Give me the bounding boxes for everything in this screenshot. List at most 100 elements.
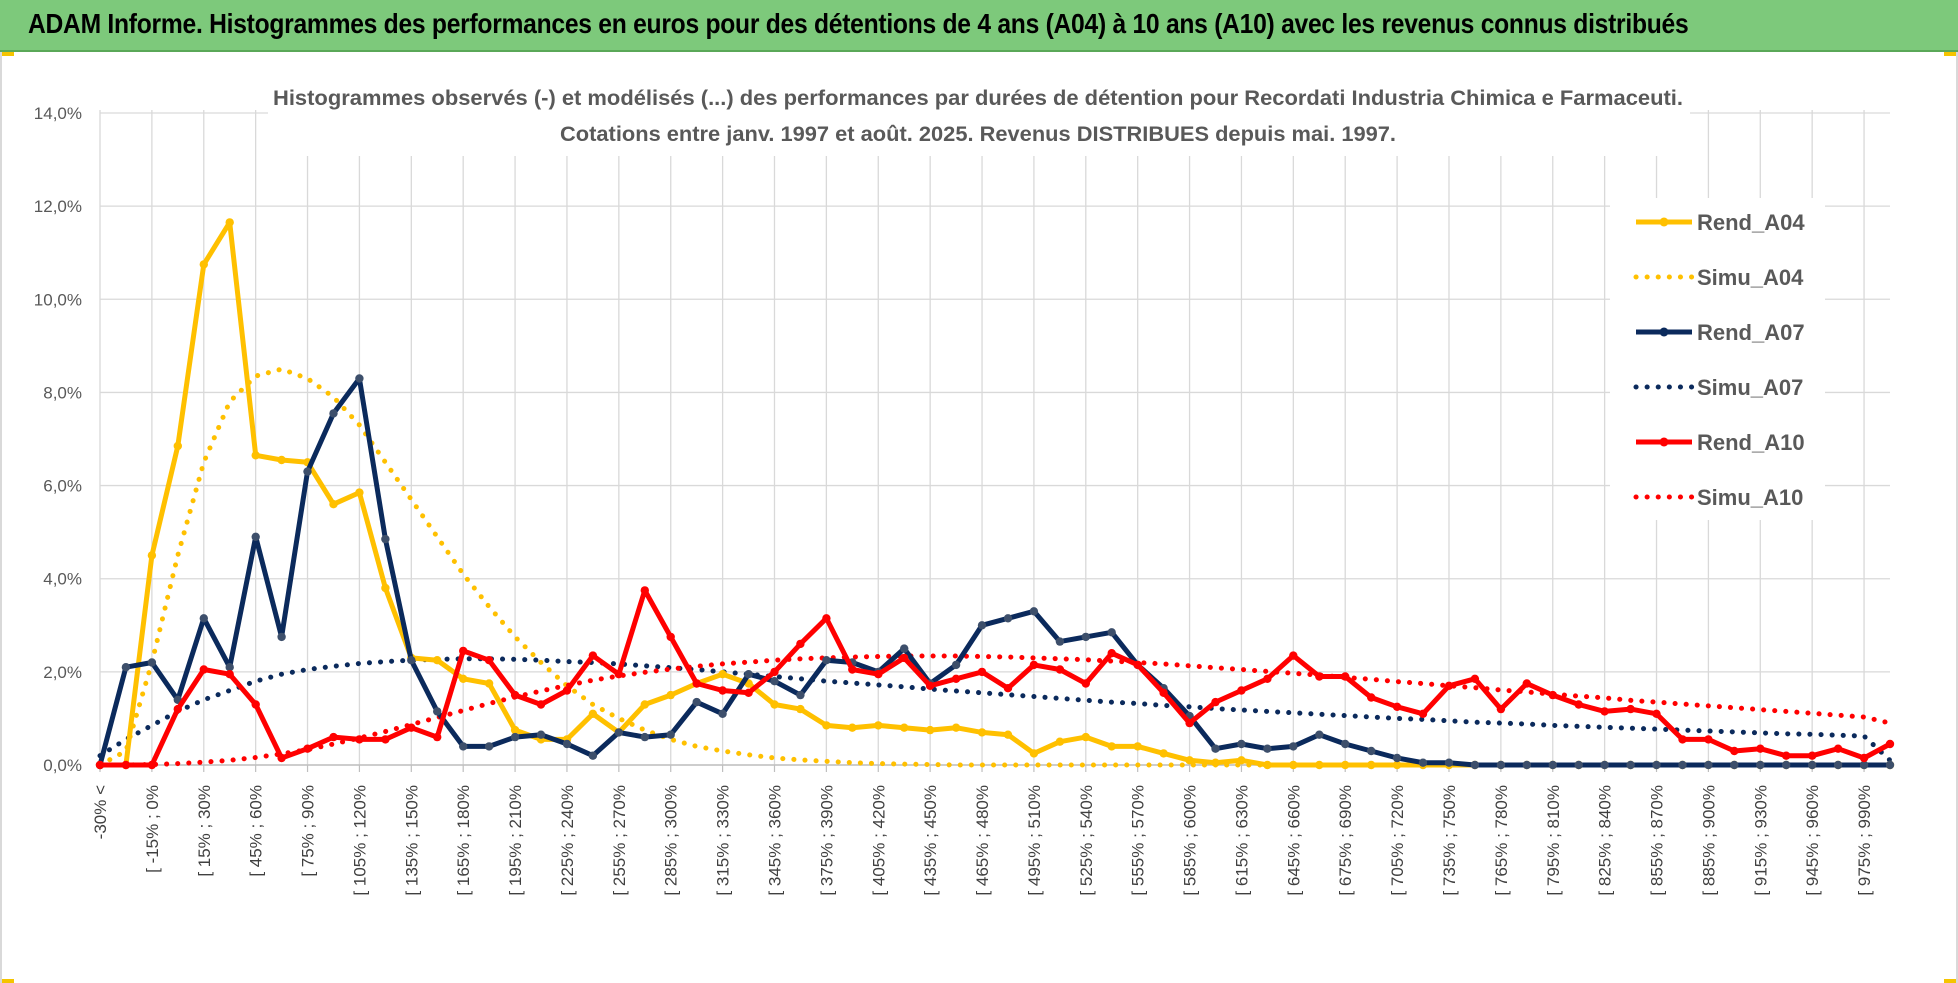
data-point — [381, 534, 390, 544]
data-point — [588, 751, 598, 760]
data-point — [822, 721, 831, 730]
x-tick-label: [ 255% ; 270% — [610, 785, 629, 896]
data-point — [199, 665, 208, 674]
data-point — [1522, 760, 1532, 770]
data-point — [1107, 742, 1116, 751]
data-point — [588, 651, 598, 660]
data-point — [484, 679, 494, 688]
x-tick-label: [ 555% ; 570% — [1129, 785, 1148, 896]
data-point — [977, 667, 987, 677]
data-point — [1341, 760, 1350, 770]
corner-mark — [0, 979, 14, 983]
x-tick-label: [ 105% ; 120% — [350, 785, 369, 896]
data-point — [1315, 730, 1324, 739]
data-point — [1315, 672, 1324, 681]
title-background — [268, 82, 1690, 156]
y-tick-label: 14,0% — [34, 104, 82, 123]
data-point — [1704, 735, 1713, 744]
data-point — [1263, 760, 1272, 770]
data-point — [614, 670, 623, 679]
x-tick-label: [ 495% ; 510% — [1025, 785, 1044, 896]
legend-background — [1610, 198, 1825, 520]
data-point — [225, 663, 234, 672]
data-point — [1808, 751, 1817, 760]
data-point — [251, 532, 260, 541]
legend-marker — [1659, 327, 1669, 337]
data-point — [744, 670, 753, 679]
x-tick-label: [ 465% ; 480% — [973, 785, 992, 896]
data-point — [1808, 760, 1817, 770]
header-bar: ADAM Informe. Histogrammes des performan… — [0, 0, 1958, 52]
data-point — [1263, 674, 1272, 683]
data-point — [1263, 744, 1272, 753]
plot-area — [95, 218, 1895, 770]
data-point — [1237, 756, 1246, 765]
data-point — [1833, 744, 1843, 753]
corner-mark — [1944, 52, 1958, 56]
x-tick-label: [ 795% ; 810% — [1544, 785, 1563, 896]
chart-frame — [0, 52, 1958, 983]
data-point — [1496, 760, 1506, 770]
x-tick-label: [ 195% ; 210% — [506, 785, 525, 896]
data-point — [562, 739, 572, 749]
data-point — [1133, 742, 1142, 751]
data-point — [1574, 760, 1583, 770]
legend-entry: Rend_A04 — [1636, 210, 1805, 235]
chart-title-line2: Cotations entre janv. 1997 et août. 2025… — [560, 123, 1396, 146]
y-tick-label: 6,0% — [43, 477, 82, 496]
x-tick-label: [ 615% ; 630% — [1232, 785, 1251, 896]
data-point — [329, 500, 338, 509]
data-point — [510, 725, 520, 735]
data-point — [1756, 744, 1765, 753]
data-point — [1315, 760, 1324, 770]
data-point — [1496, 704, 1506, 714]
legend: Rend_A04 Simu_A04 Rend_A07 Simu_A07 Rend_A10… — [1610, 198, 1825, 520]
data-point — [95, 760, 105, 770]
legend-entry: Rend_A07 — [1636, 320, 1805, 345]
legend-marker — [1659, 437, 1669, 447]
data-point — [1211, 697, 1220, 707]
data-point — [1600, 760, 1609, 770]
x-tick-label: [ 405% ; 420% — [869, 785, 888, 896]
data-point — [640, 586, 649, 595]
data-point — [744, 688, 753, 697]
data-point — [1730, 760, 1739, 770]
data-point — [1341, 672, 1350, 681]
x-tick-label: [ 435% ; 450% — [921, 785, 940, 896]
data-point — [848, 723, 857, 732]
data-point — [848, 665, 857, 674]
data-point — [1782, 751, 1791, 760]
x-tick-label: [ 735% ; 750% — [1440, 785, 1459, 896]
data-point — [718, 670, 727, 679]
legend-label: Rend_A10 — [1697, 430, 1805, 455]
data-point — [770, 667, 779, 677]
data-point — [1003, 730, 1013, 739]
data-point — [381, 583, 390, 593]
data-point — [1341, 739, 1350, 749]
data-point — [1756, 760, 1765, 770]
data-point — [977, 621, 987, 630]
y-tick-label: 0,0% — [43, 756, 82, 775]
x-tick-label: [ 345% ; 360% — [765, 785, 784, 896]
x-tick-label: [ 135% ; 150% — [402, 785, 421, 896]
x-tick-label: -30% < — [91, 785, 110, 839]
data-point — [1055, 665, 1065, 674]
data-point — [1418, 758, 1428, 767]
data-point — [1859, 760, 1869, 770]
data-point — [692, 697, 701, 707]
x-tick-label: [ 645% ; 660% — [1284, 785, 1303, 896]
x-tick-label: [ 885% ; 900% — [1699, 785, 1718, 896]
data-point — [225, 670, 234, 679]
data-point — [1289, 742, 1298, 751]
data-point — [199, 260, 208, 269]
data-point — [433, 656, 442, 665]
data-point — [459, 742, 468, 751]
data-point — [225, 218, 234, 227]
data-point — [1211, 744, 1220, 753]
data-point — [1159, 749, 1168, 758]
data-point — [251, 451, 260, 460]
x-tick-label: [ 945% ; 960% — [1803, 785, 1822, 896]
data-point — [718, 686, 727, 695]
series-line — [97, 653, 1893, 768]
